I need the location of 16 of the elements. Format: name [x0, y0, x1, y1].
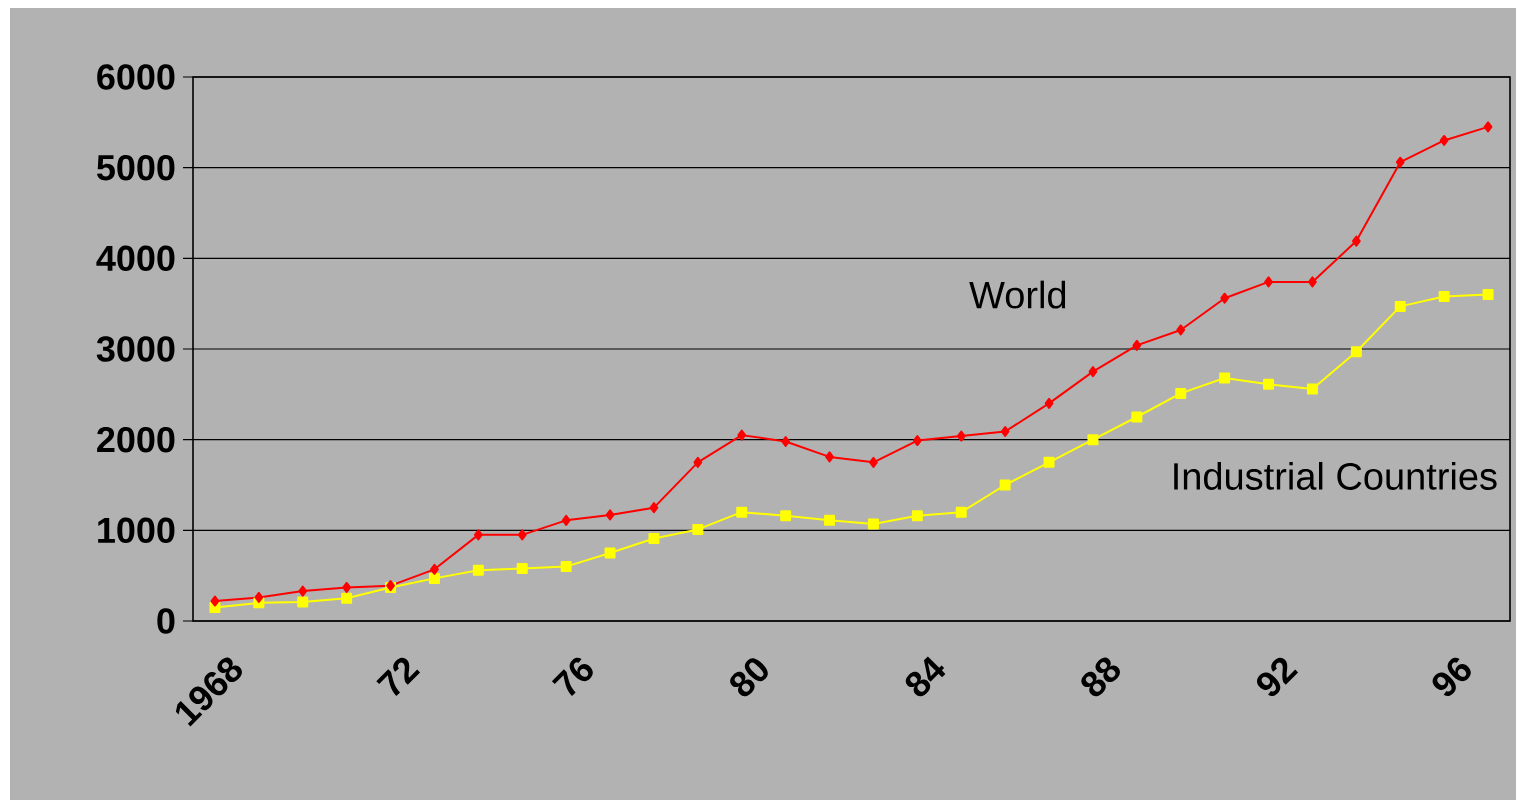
- y-tick-label: 4000: [96, 245, 175, 272]
- x-tick-label: 92: [1256, 657, 1299, 697]
- x-tick-label: 88: [1081, 657, 1120, 697]
- x-tick-label: 96: [1432, 657, 1471, 697]
- x-tick-label: 80: [730, 658, 768, 697]
- y-tick-label: 5000: [96, 154, 175, 181]
- y-tick-label: 2000: [97, 426, 175, 453]
- series-label: Industrial Countries: [1174, 461, 1497, 490]
- y-tick-label: 6000: [97, 64, 175, 90]
- y-tick-label: 1000: [98, 517, 175, 544]
- series-label: World: [969, 280, 1066, 309]
- x-tick-label: 72: [376, 657, 421, 697]
- y-tick-label: 0: [157, 608, 175, 634]
- x-tick-label: 84: [905, 656, 946, 697]
- y-tick-label: 3000: [96, 336, 175, 362]
- x-tick-label: 76: [551, 657, 593, 697]
